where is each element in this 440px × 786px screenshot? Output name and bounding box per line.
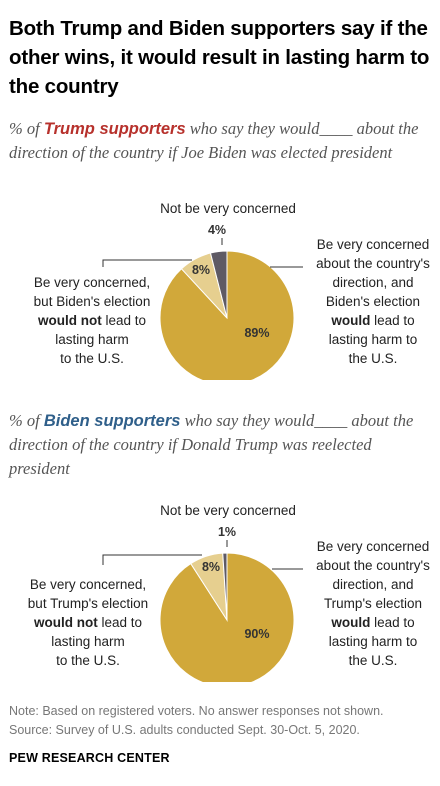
chart2-slice-concerned-harm — [159, 552, 295, 682]
chart2-label-right-3: direction, and — [332, 577, 413, 592]
chart1-slice-not-concerned — [209, 250, 228, 319]
chart2-label-right-4: Trump's election — [324, 596, 422, 611]
chart1-label-right-3: direction, and — [332, 275, 413, 290]
chart2-label-left-2: but Trump's election — [28, 596, 148, 611]
chart1-label-not-concerned: Not be very concerned — [160, 201, 296, 216]
chart1-label-left-3: would not lead to — [37, 313, 146, 328]
chart2-label-right-5: would lead to — [330, 615, 414, 630]
chart1-leader-left — [102, 259, 192, 267]
chart1-pct-harm: 89% — [244, 326, 269, 340]
chart2-label-left-1: Be very concerned, — [30, 577, 146, 592]
chart2-pct-no-harm: 8% — [202, 560, 220, 574]
chart1-label-right-7: lasting harm to — [329, 332, 418, 347]
chart1-subtitle-pre: % of — [9, 119, 44, 138]
chart2-label-right-2: about the country's — [316, 558, 430, 573]
chart1-slices — [159, 250, 295, 380]
chart2-leader-left — [102, 554, 202, 565]
chart2-label-right-1: Be very concerned — [317, 539, 430, 554]
chart1-label-right-4: Biden's election — [326, 294, 420, 309]
chart1-pie: Not be very concerned 4% 8% 89% Be very … — [34, 201, 430, 380]
chart2-slice-not-concerned — [222, 552, 228, 621]
note-text: Note: Based on registered voters. No ans… — [9, 704, 384, 718]
org-name: PEW RESEARCH CENTER — [9, 751, 170, 765]
chart2-subtitle-post: who say they would____ about the directi… — [9, 411, 414, 478]
chart1-pct-no-harm: 8% — [192, 263, 210, 277]
chart1-slice-concerned-harm — [159, 250, 295, 380]
chart2-pct-not: 1% — [218, 525, 236, 539]
chart1-label-right-8: the U.S. — [349, 351, 398, 366]
chart2-pie: Not be very concerned 1% 8% 90% Be very … — [28, 503, 430, 682]
source-text: Source: Survey of U.S. adults conducted … — [9, 723, 360, 737]
chart-title: Both Trump and Biden supporters say if t… — [9, 17, 430, 98]
chart1-label-left-2: but Biden's election — [34, 294, 151, 309]
chart2-slices — [159, 552, 295, 682]
chart2-subtitle-highlight: Biden supporters — [43, 412, 181, 430]
footnote: Note: Based on registered voters. No ans… — [9, 702, 434, 740]
chart1-subtitle-post: who say they would____ about the directi… — [9, 119, 419, 162]
chart2-label-right-8: the U.S. — [349, 653, 398, 668]
chart1-subtitle-highlight: Trump supporters — [43, 120, 186, 138]
chart1-subtitle: % of Trump supporters who say they would… — [9, 117, 434, 165]
chart2-label-left-3: would not lead to — [33, 615, 142, 630]
chart1-label-left-4: lasting harm — [55, 332, 129, 347]
chart1-label-right-5: would lead to — [330, 313, 414, 328]
chart2-label-not-concerned: Not be very concerned — [160, 503, 296, 518]
chart2-pct-harm: 90% — [244, 627, 269, 641]
chart1-label-right-1: Be very concerned — [317, 237, 430, 252]
chart2-label-left-4: lasting harm — [51, 634, 125, 649]
chart2-label-left-5: to the U.S. — [56, 653, 120, 668]
chart1-label-left-1: Be very concerned, — [34, 275, 150, 290]
chart1-pct-not: 4% — [208, 223, 226, 237]
chart2-label-right-7: lasting harm to — [329, 634, 418, 649]
chart2-subtitle-pre: % of — [9, 411, 44, 430]
chart1-label-right-2: about the country's — [316, 256, 430, 271]
chart2-subtitle: % of Biden supporters who say they would… — [9, 409, 434, 481]
chart1-label-left-5: to the U.S. — [60, 351, 124, 366]
